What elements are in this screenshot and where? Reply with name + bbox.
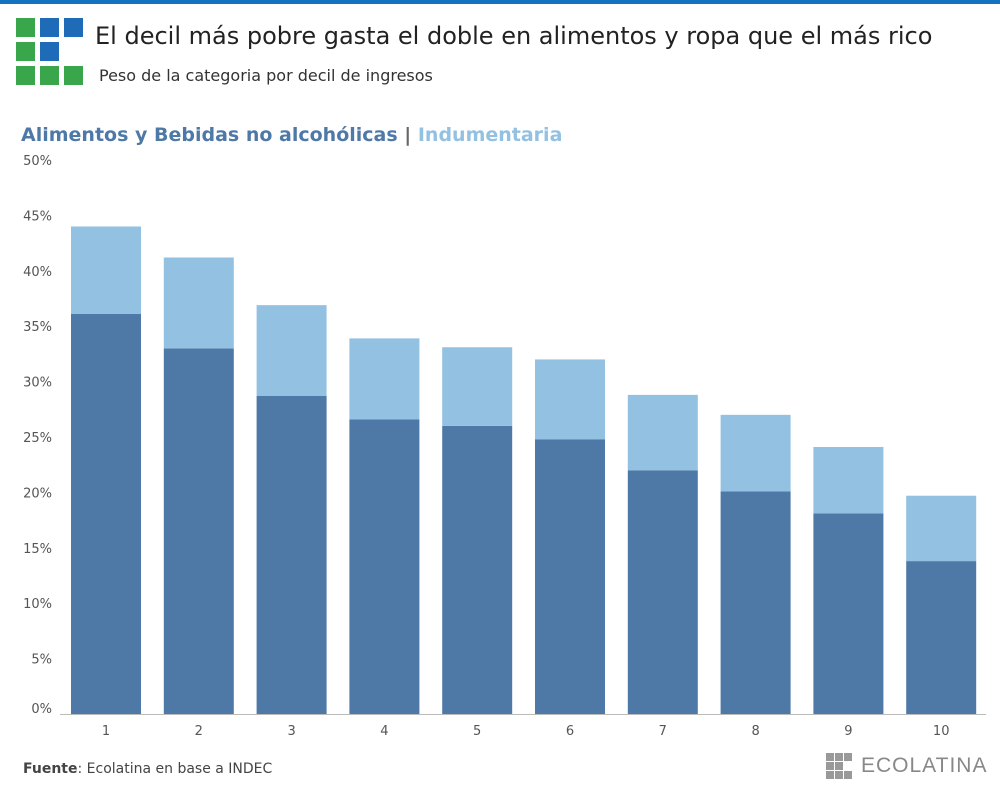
bar-alimentos-6 [535, 439, 605, 714]
x-tick-label: 7 [659, 724, 667, 739]
bar-alimentos-8 [720, 491, 791, 714]
x-tick-label: 8 [751, 724, 759, 739]
y-tick-label: 5% [31, 653, 52, 668]
bar-alimentos-1 [71, 314, 141, 714]
legend-separator: | [397, 124, 418, 146]
bar-alimentos-2 [163, 348, 234, 714]
legend-series2: Indumentaria [417, 124, 563, 146]
bar-alimentos-4 [349, 419, 420, 714]
bar-indumentaria-6 [535, 359, 605, 440]
ecolatina-logo-text: ECOLATINA [861, 754, 988, 777]
y-tick-label: 20% [23, 486, 52, 501]
legend: Alimentos y Bebidas no alcohólicas | Ind… [21, 124, 562, 146]
bar-indumentaria-5 [442, 347, 513, 426]
bar-indumentaria-4 [349, 338, 420, 420]
y-tick-label: 45% [23, 209, 52, 224]
bar-indumentaria-10 [906, 495, 977, 562]
y-tick-label: 50% [23, 154, 52, 169]
x-tick-label: 6 [566, 724, 574, 739]
bar-indumentaria-8 [720, 414, 791, 492]
y-tick-label: 40% [23, 265, 52, 280]
bar-indumentaria-1 [71, 226, 141, 315]
bar-alimentos-5 [442, 425, 513, 714]
x-tick-label: 5 [473, 724, 481, 739]
bar-alimentos-10 [906, 561, 977, 714]
x-tick-label: 9 [844, 724, 852, 739]
source-note: Fuente: Ecolatina en base a INDEC [23, 761, 272, 777]
x-tick-label: 2 [195, 724, 203, 739]
bar-alimentos-7 [627, 470, 698, 714]
y-tick-label: 25% [23, 431, 52, 446]
bar-indumentaria-9 [813, 446, 884, 514]
x-tick-label: 10 [933, 724, 950, 739]
chart-title: El decil más pobre gasta el doble en ali… [95, 22, 933, 50]
bar-indumentaria-7 [627, 394, 698, 471]
y-tick-label: 35% [23, 320, 52, 335]
bar-alimentos-3 [256, 396, 327, 714]
bar-indumentaria-3 [256, 305, 327, 397]
y-tick-label: 10% [23, 597, 52, 612]
y-tick-label: 0% [31, 702, 52, 717]
top-accent-bar [0, 0, 1000, 4]
source-label: Fuente [23, 761, 78, 777]
x-tick-label: 4 [380, 724, 388, 739]
chart-subtitle: Peso de la categoria por decil de ingres… [99, 66, 433, 85]
bar-indumentaria-2 [163, 257, 234, 349]
y-tick-label: 15% [23, 542, 52, 557]
x-tick-label: 1 [102, 724, 110, 739]
x-tick-label: 3 [287, 724, 295, 739]
y-tick-label: 30% [23, 376, 52, 391]
source-text: : Ecolatina en base a INDEC [77, 761, 273, 777]
legend-series1: Alimentos y Bebidas no alcohólicas [21, 124, 398, 146]
bar-alimentos-9 [813, 513, 884, 714]
